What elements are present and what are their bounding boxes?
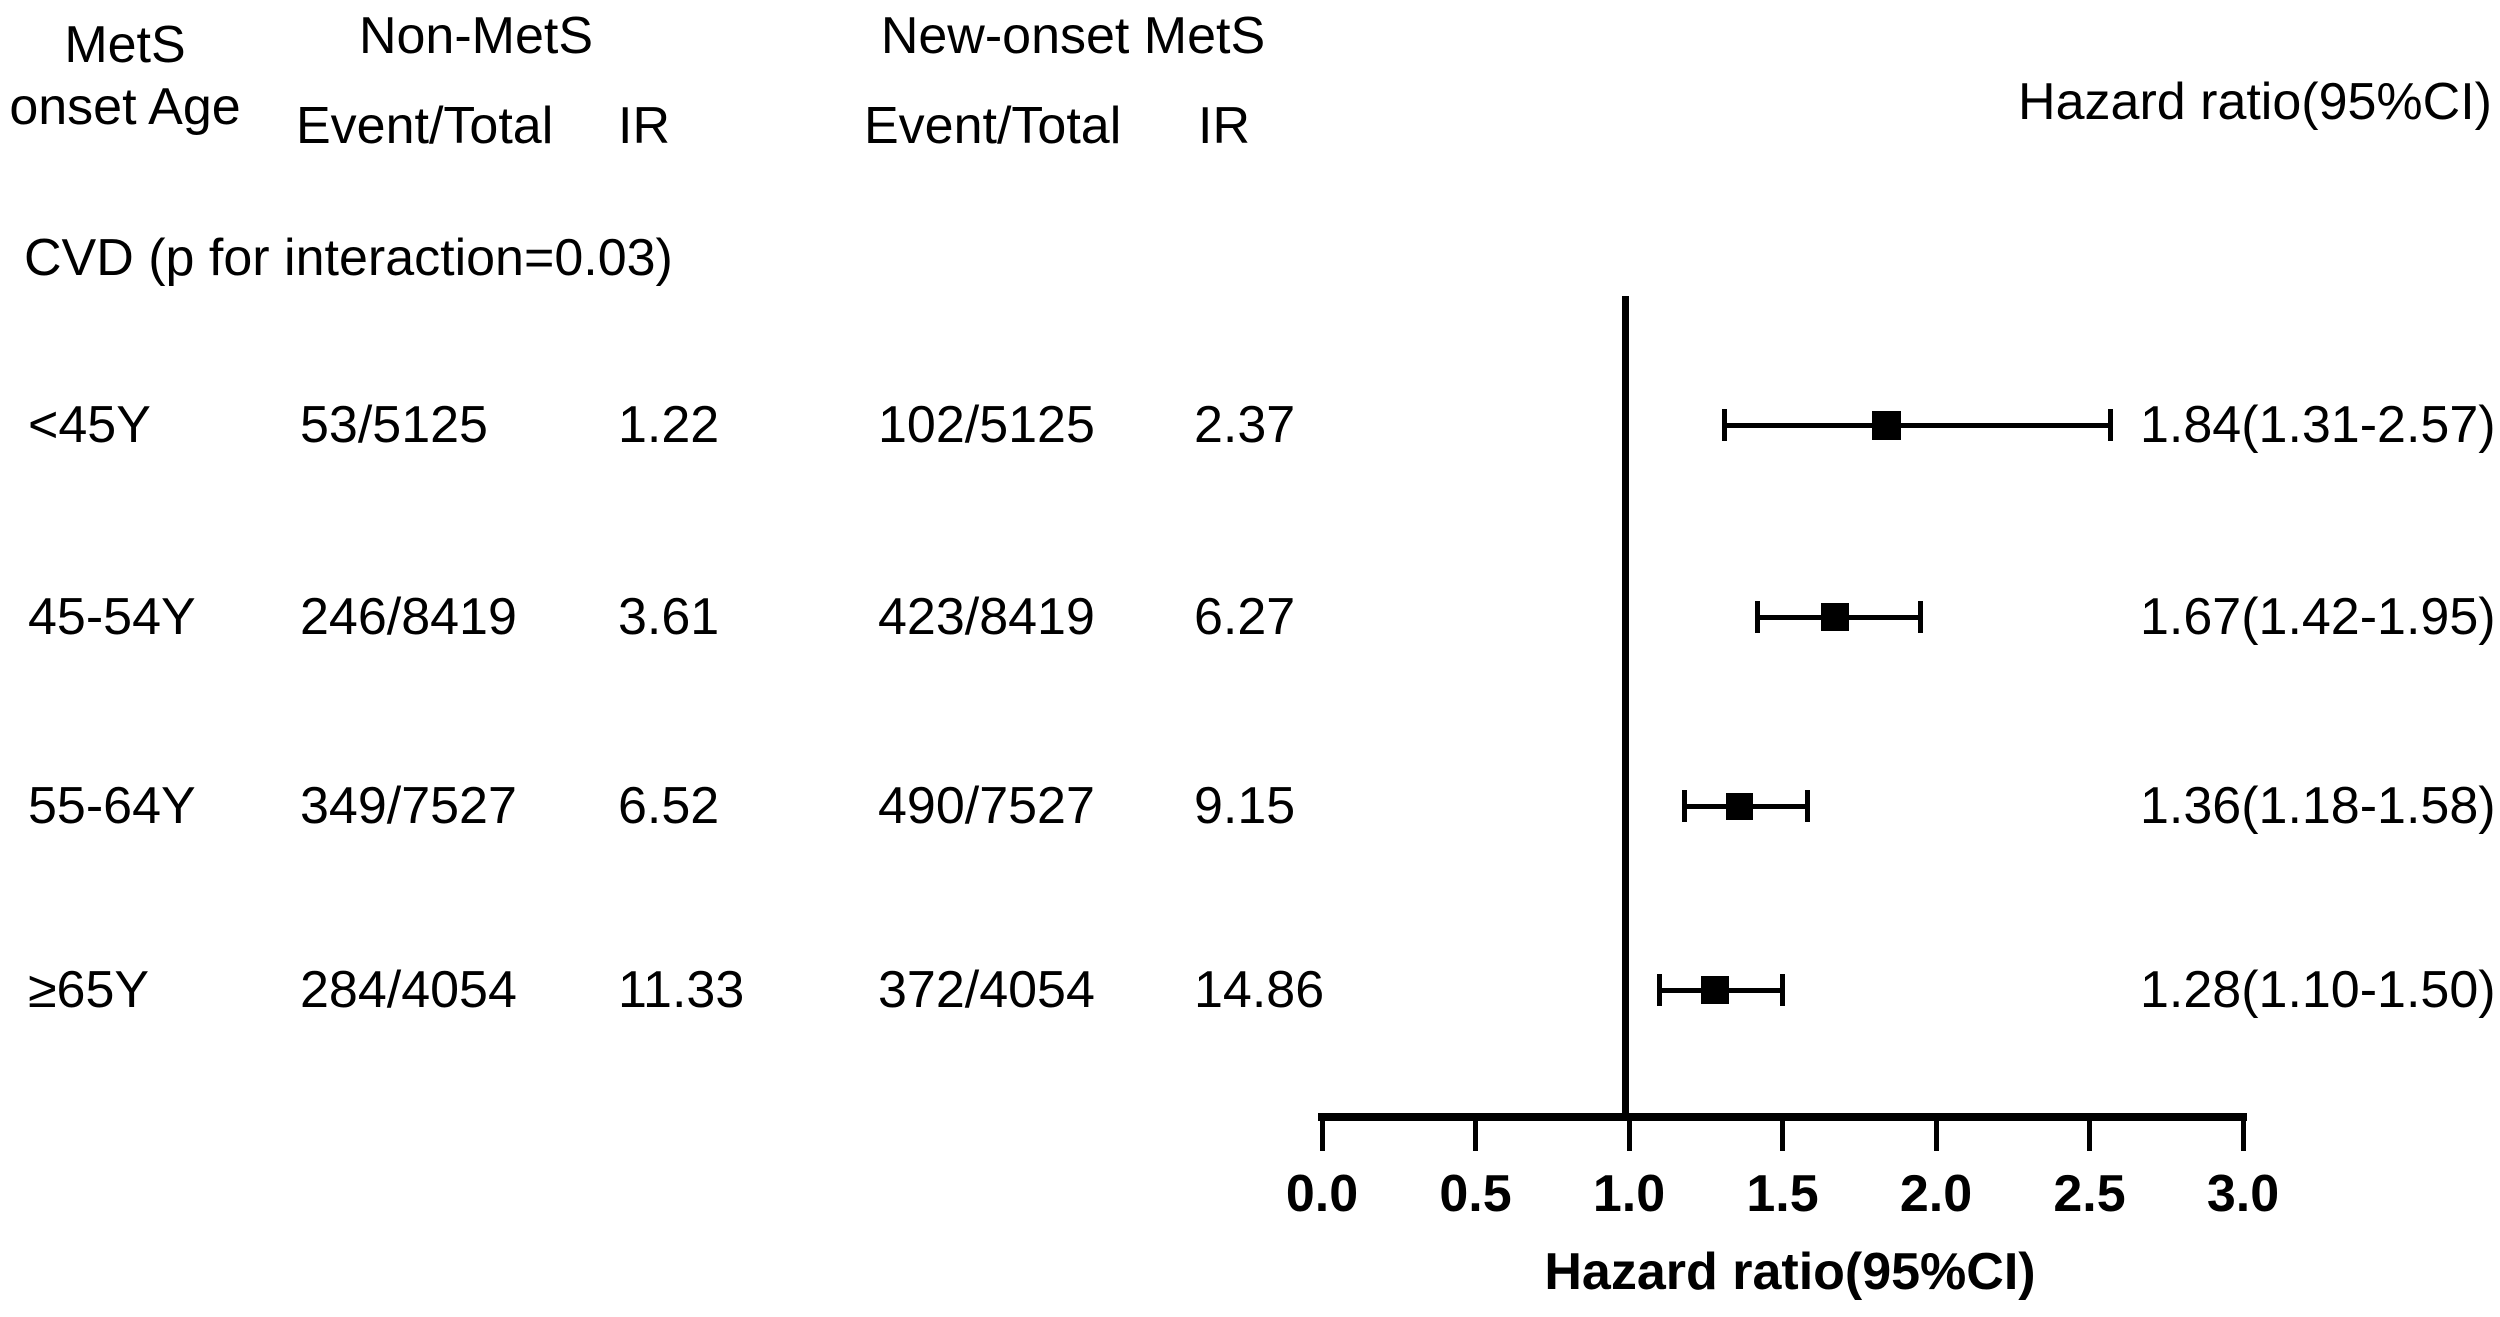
table-row: 55-64Y 349/7527 6.52 490/7527 9.15 1.36(… <box>0 770 2500 842</box>
hr-point-marker <box>1726 792 1754 820</box>
group1-header: Non-MetS <box>358 7 594 65</box>
group1-ir-header: IR <box>618 97 670 155</box>
x-axis-tick-label: 3.0 <box>2206 1165 2280 1223</box>
hr-ci-value: 1.67(1.42-1.95) <box>2140 588 2496 646</box>
x-axis-tick <box>1473 1119 1478 1151</box>
table-row: ≥65Y 284/4054 11.33 372/4054 14.86 1.28(… <box>0 954 2500 1026</box>
ci-cap-left <box>1681 790 1687 822</box>
table-row: <45Y 53/5125 1.22 102/5125 2.37 1.84(1.3… <box>0 389 2500 461</box>
x-axis-tick-label: 0.0 <box>1285 1165 1359 1223</box>
ci-cap-left <box>1755 601 1761 633</box>
row-group-header-line2: onset Age <box>9 78 241 136</box>
x-axis-line <box>1318 1113 2247 1121</box>
x-axis-tick <box>2087 1119 2092 1151</box>
x-axis-tick <box>1319 1119 1325 1151</box>
group2-ir-value: 2.37 <box>1194 396 1296 454</box>
hr-ci-value: 1.84(1.31-2.57) <box>2140 396 2496 454</box>
group1-ir-value: 6.52 <box>618 777 720 835</box>
group2-ir-value: 14.86 <box>1194 961 1325 1019</box>
group1-ir-value: 11.33 <box>618 961 745 1019</box>
ci-line <box>1724 422 2111 428</box>
group2-event-total-value: 490/7527 <box>878 777 1095 835</box>
section-label: CVD (p for interaction=0.03) <box>24 229 673 287</box>
hr-point-marker <box>1872 410 1902 440</box>
group1-event-total-value: 284/4054 <box>300 961 517 1019</box>
ci-cap-right <box>2108 409 2114 441</box>
table-row: 45-54Y 246/8419 3.61 423/8419 6.27 1.67(… <box>0 581 2500 653</box>
age-group-label: <45Y <box>28 396 151 454</box>
ci-cap-left <box>1657 974 1663 1006</box>
age-group-label: ≥65Y <box>28 961 150 1019</box>
x-axis-tick <box>1780 1119 1785 1151</box>
x-axis-tick <box>2240 1119 2246 1151</box>
age-group-label: 55-64Y <box>28 777 196 835</box>
group2-event-total-value: 102/5125 <box>878 396 1095 454</box>
x-axis-tick-label: 1.0 <box>1592 1165 1666 1223</box>
group2-event-total-value: 372/4054 <box>878 961 1095 1019</box>
reference-line <box>1622 296 1629 1121</box>
hr-point-marker <box>1820 603 1849 631</box>
ci-cap-right <box>1780 974 1785 1006</box>
x-axis-title: Hazard ratio(95%CI) <box>1544 1243 2036 1301</box>
group2-ir-value: 9.15 <box>1194 777 1296 835</box>
age-group-label: 45-54Y <box>28 588 196 646</box>
x-axis-tick-label: 0.5 <box>1439 1165 1512 1223</box>
x-axis-tick-label: 2.0 <box>1899 1165 1973 1223</box>
x-axis-tick <box>1626 1119 1632 1151</box>
group2-ir-value: 6.27 <box>1194 588 1296 646</box>
group2-ir-header: IR <box>1198 97 1250 155</box>
ci-cap-left <box>1721 409 1727 441</box>
x-axis-tick-label: 2.5 <box>2053 1165 2126 1223</box>
row-group-header: MetS onset Age <box>2 14 248 138</box>
group2-header: New-onset MetS <box>880 7 1266 65</box>
group1-ir-value: 1.22 <box>618 396 720 454</box>
group1-event-total-value: 53/5125 <box>300 396 488 454</box>
x-axis-tick-label: 1.5 <box>1746 1165 1819 1223</box>
hr-column-header: Hazard ratio(95%CI) <box>2018 73 2492 131</box>
group2-event-total-header: Event/Total <box>864 97 1122 155</box>
ci-cap-right <box>1918 601 1924 633</box>
hr-ci-value: 1.28(1.10-1.50) <box>2140 961 2496 1019</box>
hr-point-marker <box>1700 976 1729 1004</box>
group1-event-total-header: Event/Total <box>296 97 554 155</box>
group1-event-total-value: 349/7527 <box>300 777 517 835</box>
group1-event-total-value: 246/8419 <box>300 588 517 646</box>
group2-event-total-value: 423/8419 <box>878 588 1095 646</box>
x-axis-tick <box>1933 1119 1939 1151</box>
row-group-header-line1: MetS <box>64 16 186 74</box>
ci-cap-right <box>1804 790 1810 822</box>
hr-ci-value: 1.36(1.18-1.58) <box>2140 777 2496 835</box>
group1-ir-value: 3.61 <box>618 588 720 646</box>
